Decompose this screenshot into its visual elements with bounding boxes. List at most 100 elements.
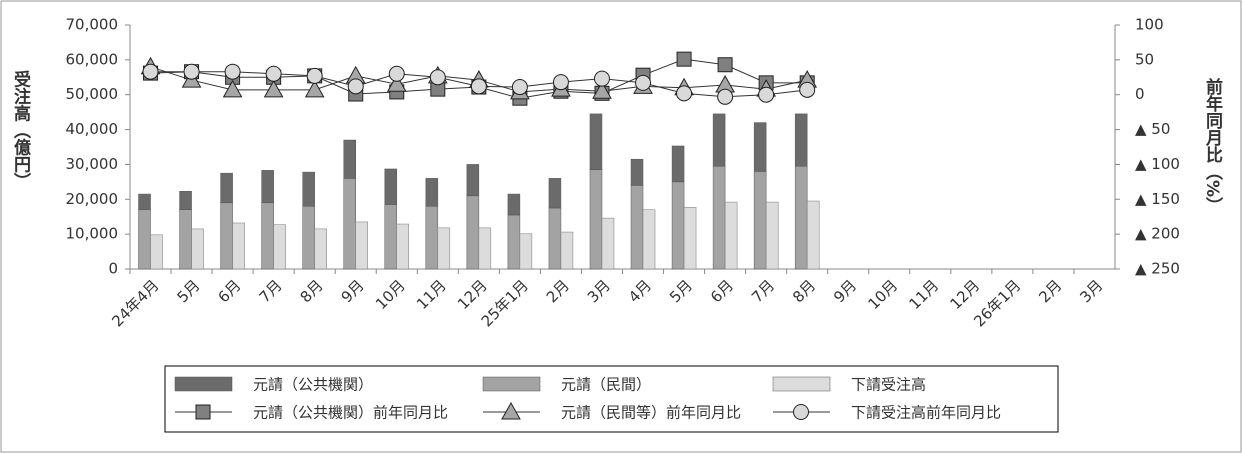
bar-segment [630,158,644,186]
bar [519,233,533,270]
bar-segment [507,193,521,216]
y-axis-label: 受注高（億円） [10,69,31,189]
bar-segment [220,202,233,270]
legend [164,365,1059,433]
legend-marker [195,404,211,420]
y2-tick-label: ▲ 100 [1135,155,1180,173]
bar-segment [425,178,439,207]
bar-segment [589,169,603,270]
bar-segment [548,178,562,209]
bar-segment [712,165,726,270]
legend-label: 下請受注高 [851,376,926,394]
bar [396,223,410,270]
y2-tick-label: ▲ 150 [1135,190,1180,208]
y2-tick-label: 0 [1135,85,1145,103]
bar [437,227,451,270]
marker [224,63,241,80]
legend-marker [793,404,809,420]
bar-segment [302,171,315,207]
bar-segment [794,165,808,270]
bar-segment [343,139,356,179]
legend-swatch [174,376,233,392]
marker [717,88,734,105]
marker [676,85,693,102]
bar-segment [384,168,398,205]
marker [265,65,282,82]
marker [717,57,733,73]
bar-segment [671,181,685,270]
y2-axis-label: 前年同月比（%） [1202,77,1224,214]
bar [150,234,163,270]
marker [593,70,610,87]
marker [635,74,652,91]
marker [222,79,243,98]
y2-tick-label: ▲ 200 [1135,225,1180,243]
marker [388,65,405,82]
legend-label: 元請（民間等）前年同月比 [561,404,741,422]
bar-segment [302,206,315,270]
y-tick-label: 60,000 [66,50,119,68]
bar [642,209,656,270]
marker [386,74,407,92]
y2-tick-label: 100 [1135,16,1164,34]
marker [429,69,446,86]
bar-segment [466,195,480,270]
marker [142,63,159,80]
legend-marker [501,401,521,420]
y-tick-label: 0 [108,260,118,278]
bar-segment [753,122,767,172]
y-tick-label: 50,000 [66,85,119,103]
bar-segment [179,209,192,270]
bar-segment [384,204,398,270]
marker [592,81,612,99]
marker [799,81,816,98]
bar-segment [548,207,562,270]
bar [314,228,327,270]
marker [183,63,200,80]
y-tick-label: 40,000 [66,120,119,138]
bar-segment [261,202,274,270]
bar [191,228,204,270]
legend-label: 下請受注高前年同月比 [851,404,1001,422]
bar [724,201,738,270]
bar [232,222,245,270]
bar-segment [220,172,233,204]
bar [765,201,779,270]
y-tick-label: 10,000 [66,225,119,243]
bar-segment [179,191,192,210]
bar [478,227,492,270]
bar-segment [671,145,685,183]
y-tick-label: 20,000 [66,190,119,208]
marker [758,86,775,103]
bar-segment [753,171,767,270]
marker [511,79,528,96]
marker [676,51,692,67]
bar-segment [507,214,521,270]
y-tick-label: 70,000 [66,16,119,34]
marker [470,78,487,95]
bar [601,217,615,270]
y2-tick-label: 50 [1135,50,1154,68]
legend-label: 元請（民間） [561,376,651,394]
bar-segment [712,113,726,167]
bar [683,207,697,270]
bar-segment [343,178,356,270]
bar-segment [794,113,808,167]
marker [552,74,569,91]
bar [806,200,820,270]
marker [263,79,284,98]
bar [355,221,368,270]
bar [273,224,286,270]
bar-segment [261,170,274,204]
bar-segment [138,209,151,270]
legend-swatch [482,376,541,392]
bar-segment [138,193,151,210]
legend-label: 元請（公共機関）前年同月比 [253,404,448,422]
bar-segment [466,164,480,197]
y2-tick-label: ▲ 50 [1135,120,1170,138]
marker [306,67,323,84]
bar-segment [630,185,644,270]
y2-tick-label: ▲ 250 [1135,260,1180,278]
y-tick-label: 30,000 [66,155,119,173]
